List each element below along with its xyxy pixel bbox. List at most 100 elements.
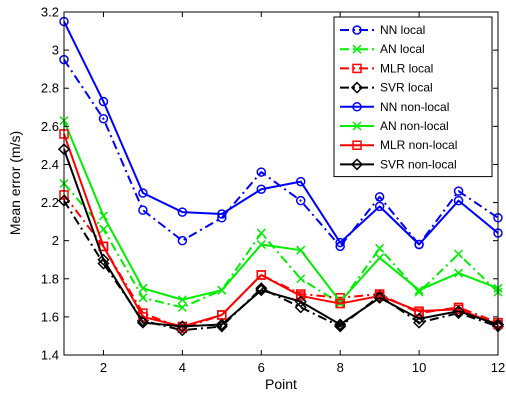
y-tick-label: 1.6 [41,309,59,324]
data-point [295,195,306,206]
ticks-layer: 2 4 6 8 10 12 1.4 1.6 1.8 2 2.2 2.4 2.6 2.8 3 3.2 [41,5,505,376]
series-line [63,133,499,328]
data-point [255,284,268,297]
legend-marker [352,140,362,150]
data-point [453,186,464,196]
data-point [176,320,189,333]
data-point [98,211,108,221]
data-point [255,282,268,295]
data-point [296,274,306,284]
series-3 [57,194,505,337]
data-point [138,283,148,293]
legend-box [333,16,493,178]
data-point [98,96,109,107]
series-5 [59,116,503,307]
x-tick-label: 6 [258,360,265,375]
legend-entry: SVR non-local [340,157,457,171]
data-point [217,285,227,295]
data-point [177,302,187,312]
data-point [296,245,306,255]
y-tick-label: 1.4 [41,348,59,363]
data-point [136,316,149,329]
x-tick-label: 2 [100,360,107,375]
data-point [414,239,424,250]
legend-entry: AN non-local [340,119,449,133]
data-point [414,306,424,316]
data-point [98,224,108,234]
legend-marker [350,81,364,94]
legend-entry: MLR local [340,61,433,75]
legend-entry: AN local [340,42,425,56]
legend-label: AN local [380,42,425,56]
y-tick-label: 3 [52,43,59,58]
y-tick-label: 2.4 [41,157,59,172]
data-point [373,291,386,304]
data-point [97,253,110,266]
legend-label: SVR non-local [380,157,457,171]
legend-marker [352,121,362,131]
plot-frame [63,11,499,356]
data-point [414,285,424,295]
series-1 [59,178,503,312]
data-point [256,228,266,238]
legend: NN local AN local MLR local SVR local NN non… [333,16,493,178]
data-point [335,298,345,309]
data-point [256,239,266,250]
legend-entry: NN local [340,23,425,37]
legend-label: NN non-local [380,100,449,114]
legend-marker [352,44,362,54]
legend-entry: NN non-local [340,100,449,114]
legend-entry: SVR local [340,81,433,95]
x-tick-label: 8 [337,360,344,375]
data-point [294,295,307,308]
legend-marker [350,158,364,171]
series-line [63,120,499,303]
data-point [98,113,109,124]
series-line [63,148,499,328]
y-tick-label: 1.8 [41,271,59,286]
data-point [256,270,267,280]
series-line [63,200,499,332]
data-point [177,235,188,246]
x-tick-label: 4 [179,360,186,375]
series-layer [57,16,505,337]
data-point [217,209,227,219]
data-point [138,205,148,215]
data-point [375,253,385,263]
data-point [374,192,385,202]
x-tick-label: 10 [412,360,426,375]
data-point [177,207,188,217]
y-tick-label: 2.6 [41,119,59,134]
series-line [63,21,499,246]
legend-label: AN non-local [380,119,449,133]
data-point [334,318,347,331]
legend-entry: MLR non-local [340,138,457,152]
legend-label: SVR local [380,81,433,95]
data-point [453,195,464,206]
data-point [294,301,307,314]
legend-label: MLR non-local [380,138,457,152]
x-tick-label: 12 [491,360,505,375]
legend-label: NN local [380,23,425,37]
legend-marker [352,25,362,35]
legend-label: MLR local [380,61,433,75]
series-7 [57,143,505,333]
data-point [215,318,228,331]
data-point [454,268,464,278]
data-point [138,293,148,303]
data-point [295,291,306,301]
data-point [452,305,465,318]
data-point [138,188,148,198]
data-point [177,295,187,305]
series-line [63,182,499,309]
data-point [374,201,385,212]
y-axis-label: Mean error (m/s) [7,131,23,235]
data-point [375,243,385,253]
x-axis-label: Point [265,376,297,392]
data-point [295,176,306,187]
data-point [335,237,345,248]
data-point [256,184,267,194]
legend-marker [352,102,362,112]
data-point [413,312,426,325]
